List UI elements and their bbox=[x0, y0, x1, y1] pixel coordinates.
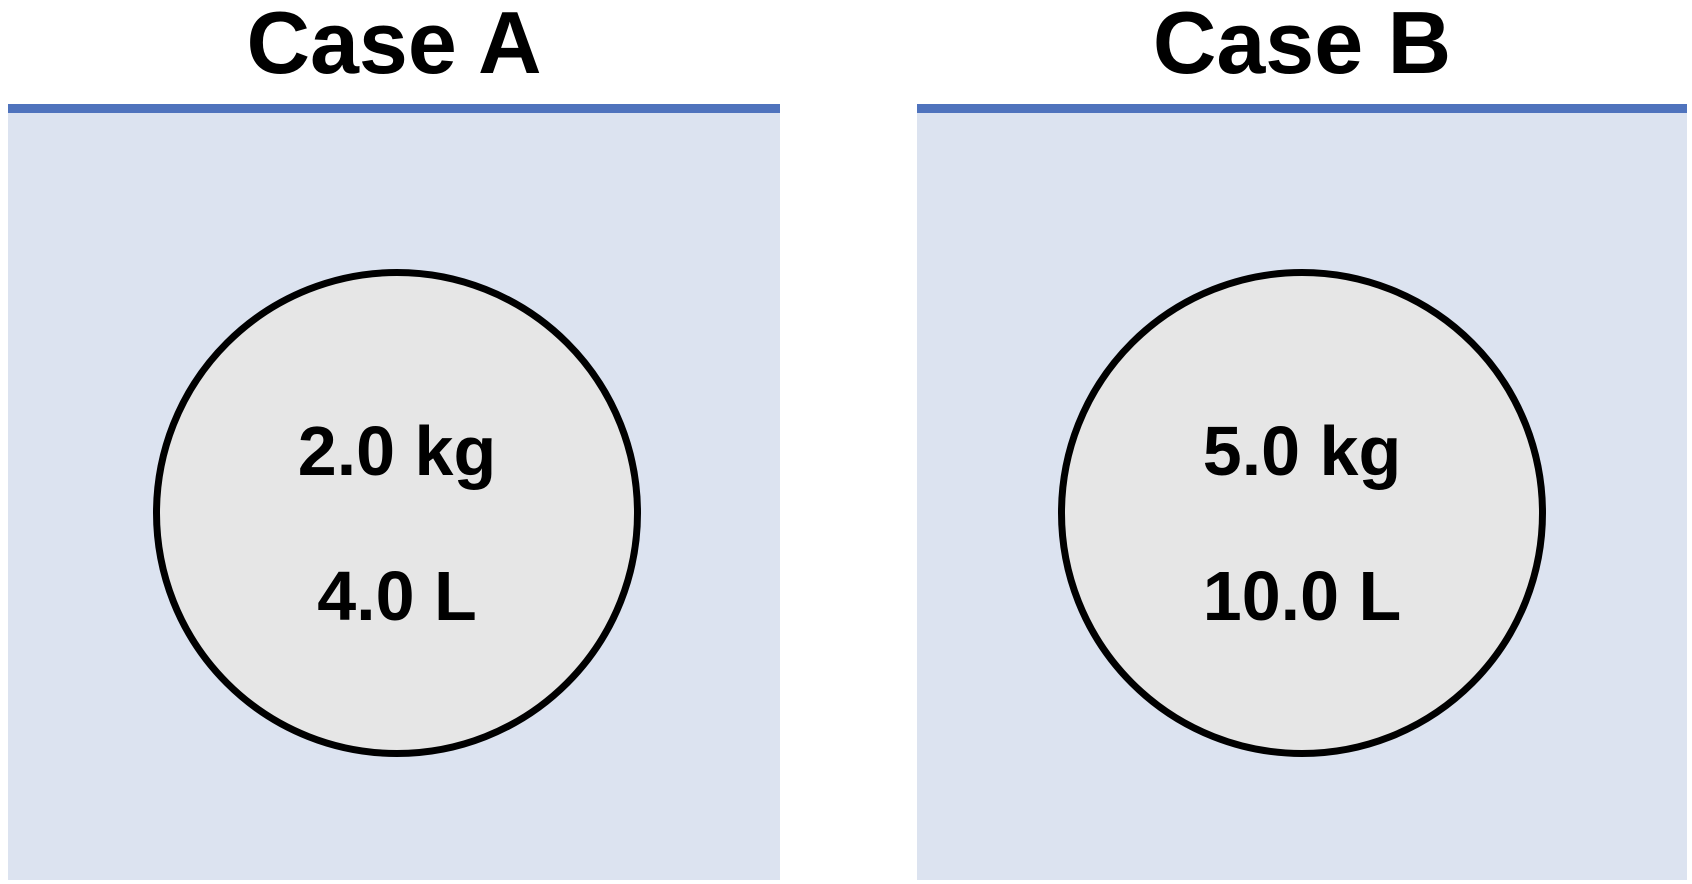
case-a-ball: 2.0 kg 4.0 L bbox=[153, 269, 641, 757]
case-a-mass-label: 2.0 kg bbox=[297, 412, 497, 490]
case-b-title: Case B bbox=[1152, 0, 1452, 92]
case-a-title: Case A bbox=[246, 0, 542, 92]
case-b-ball: 5.0 kg 10.0 L bbox=[1058, 269, 1546, 757]
case-a-liquid-tank: 2.0 kg 4.0 L bbox=[8, 104, 780, 880]
case-b-liquid-tank: 5.0 kg 10.0 L bbox=[917, 104, 1687, 880]
case-a-volume-label: 4.0 L bbox=[317, 557, 477, 635]
case-b-mass-label: 5.0 kg bbox=[1202, 412, 1402, 490]
case-b-volume-label: 10.0 L bbox=[1202, 557, 1402, 635]
